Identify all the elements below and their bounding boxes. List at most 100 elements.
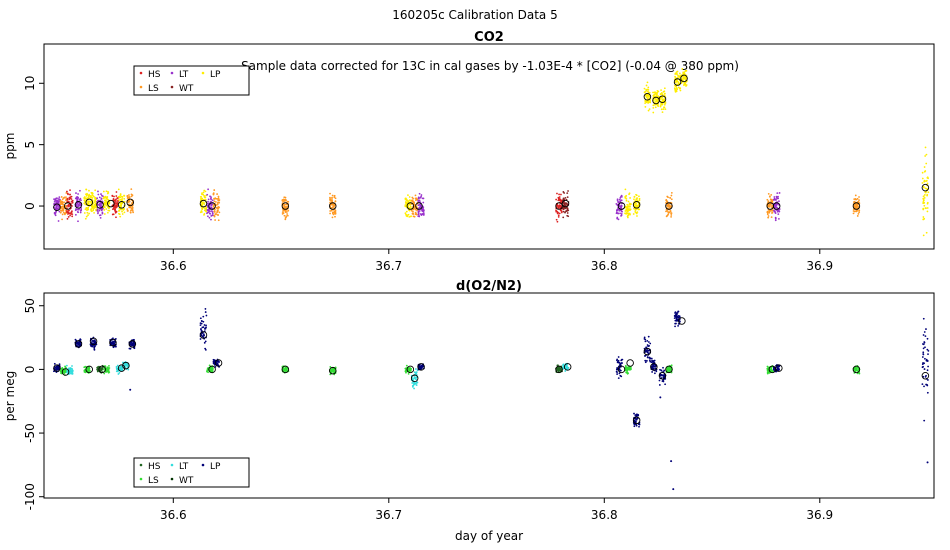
o2n2-point xyxy=(329,365,332,368)
co2-point xyxy=(618,209,621,212)
co2-point xyxy=(855,210,858,213)
co2-cluster-13 xyxy=(212,189,221,222)
co2-point xyxy=(56,197,58,200)
co2-point xyxy=(103,205,106,208)
co2-cluster-6 xyxy=(96,190,104,219)
co2-point xyxy=(83,199,86,202)
co2-point xyxy=(132,211,135,214)
co2-mean-marker xyxy=(329,202,337,210)
co2-point xyxy=(93,205,96,208)
o2n2-point xyxy=(411,382,414,384)
co2-point xyxy=(422,201,425,204)
co2-point xyxy=(662,108,665,110)
o2n2-point xyxy=(199,324,202,327)
co2-point xyxy=(65,192,68,194)
o2n2-point xyxy=(617,356,620,358)
co2-point xyxy=(131,206,134,209)
co2-point xyxy=(647,86,650,89)
co2-point xyxy=(206,193,209,196)
co2-legend-box xyxy=(133,65,250,96)
o2n2-point xyxy=(926,337,929,340)
co2-point xyxy=(422,207,424,210)
o2n2-point xyxy=(329,373,332,376)
co2-point xyxy=(628,193,630,196)
o2n2-point xyxy=(415,384,418,386)
co2-point xyxy=(97,193,100,196)
co2-cluster-17 xyxy=(410,194,419,218)
co2-point xyxy=(618,198,621,201)
co2-point xyxy=(407,194,409,196)
co2-mean-marker xyxy=(555,202,563,210)
o2n2-point xyxy=(56,366,59,369)
co2-point xyxy=(69,196,72,198)
co2-point xyxy=(91,194,94,197)
co2-point xyxy=(115,195,118,197)
o2n2-point xyxy=(63,372,66,375)
co2-point xyxy=(113,195,115,198)
co2-point xyxy=(408,196,411,198)
co2-point xyxy=(685,85,687,87)
co2-point xyxy=(558,212,561,215)
co2-point xyxy=(114,211,117,214)
co2-point xyxy=(130,188,133,191)
co2-point xyxy=(678,72,681,75)
o2n2-point xyxy=(218,361,221,363)
co2-cluster-11 xyxy=(199,189,208,216)
co2-point xyxy=(115,201,117,203)
co2-point xyxy=(778,218,780,220)
co2-point xyxy=(665,215,668,218)
co2-point xyxy=(669,196,671,199)
co2-point xyxy=(638,195,640,198)
co2-point xyxy=(209,195,211,198)
co2-point xyxy=(120,203,122,206)
o2n2-point xyxy=(653,359,656,362)
co2-point xyxy=(100,208,103,211)
co2-legend-label: HS xyxy=(148,70,161,80)
co2-point xyxy=(199,211,202,214)
co2-point xyxy=(683,77,686,80)
co2-point xyxy=(62,203,64,206)
o2n2-point xyxy=(210,370,212,372)
o2n2-point xyxy=(120,369,123,372)
o2n2-point xyxy=(410,368,412,370)
o2n2-legend-swatch xyxy=(201,463,205,467)
co2-point xyxy=(412,208,415,211)
co2-point xyxy=(93,201,96,203)
co2-point xyxy=(88,194,90,197)
co2-point xyxy=(778,192,781,194)
co2-point xyxy=(65,196,67,199)
co2-point xyxy=(107,209,110,212)
co2-point xyxy=(652,104,655,107)
o2n2-point xyxy=(923,419,926,422)
co2-point xyxy=(615,203,618,205)
o2n2-point xyxy=(676,315,679,318)
co2-point xyxy=(94,189,97,192)
co2-point xyxy=(126,208,129,211)
o2n2-point xyxy=(626,369,629,372)
co2-point xyxy=(216,209,219,212)
co2-point xyxy=(334,209,337,212)
o2n2-point xyxy=(285,366,288,369)
co2-point xyxy=(217,214,219,216)
co2-point xyxy=(329,192,331,195)
co2-point xyxy=(620,194,623,197)
co2-point xyxy=(210,204,212,206)
o2n2-point xyxy=(858,372,861,375)
co2-point xyxy=(334,200,337,203)
co2-point xyxy=(858,209,861,212)
co2-point xyxy=(853,198,856,201)
co2-point xyxy=(771,212,773,214)
o2n2-point xyxy=(204,311,207,313)
co2-point xyxy=(409,207,412,210)
co2-point xyxy=(129,209,132,212)
co2-point xyxy=(68,203,71,206)
o2n2-y-tick-label: -100 xyxy=(23,483,37,510)
co2-point xyxy=(767,205,770,208)
co2-point xyxy=(57,220,60,222)
o2n2-point xyxy=(635,424,638,427)
co2-point xyxy=(778,200,780,203)
o2n2-mean-marker xyxy=(98,365,106,374)
co2-point xyxy=(620,205,622,208)
co2-point xyxy=(678,87,681,90)
co2-point xyxy=(119,208,122,211)
